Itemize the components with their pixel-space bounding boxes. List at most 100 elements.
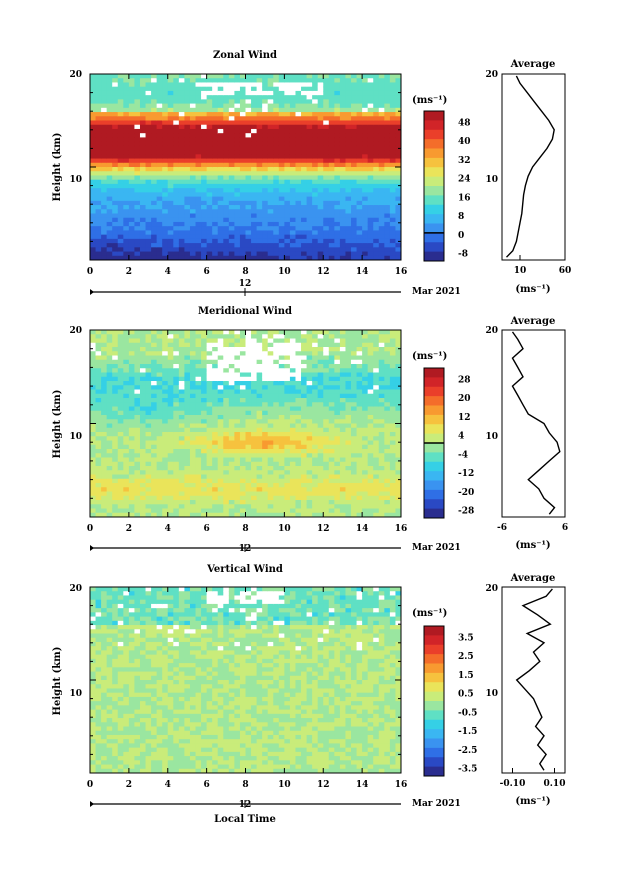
heatmap-cell: [362, 410, 369, 416]
heatmap-cell: [112, 154, 119, 160]
heatmap-cell: [128, 175, 136, 181]
heatmap-cell: [262, 432, 269, 437]
heatmap-cell: [184, 179, 191, 185]
heatmap-cell: [206, 183, 213, 189]
heatmap-cell: [173, 436, 180, 442]
heatmap-cell: [339, 457, 347, 463]
heatmap-cell: [334, 221, 341, 227]
heatmap-cell: [389, 359, 397, 365]
heatmap-cell: [123, 444, 130, 450]
heatmap-cell: [339, 162, 347, 168]
heatmap-cell: [284, 90, 291, 96]
heatmap-cell: [262, 474, 269, 480]
heatmap-cell: [178, 436, 186, 442]
heatmap-cell: [367, 385, 374, 391]
heatmap-cell: [262, 112, 269, 117]
heatmap-cell: [273, 217, 280, 223]
heatmap-cell: [267, 461, 274, 467]
heatmap-cell: [317, 192, 324, 198]
heatmap-cell: [217, 440, 224, 446]
heatmap-cell: [301, 200, 308, 206]
heatmap-cell: [373, 86, 380, 92]
heatmap-cell: [139, 217, 147, 223]
heatmap-cell: [328, 230, 335, 236]
heatmap-cell: [139, 183, 147, 189]
heatmap-cell: [134, 368, 141, 374]
heatmap-cell: [267, 487, 274, 493]
heatmap-cell: [139, 402, 147, 408]
heatmap-cell: [106, 381, 113, 386]
heatmap-cell: [262, 500, 269, 505]
heatmap-cell: [101, 192, 108, 198]
heatmap-cell: [151, 179, 158, 185]
heatmap-cell: [273, 247, 280, 253]
heatmap-cell: [112, 230, 119, 236]
heatmap-cell: [356, 200, 363, 206]
heatmap-cell: [295, 230, 302, 236]
heatmap-cell: [345, 406, 352, 412]
heatmap-cell: [339, 449, 347, 454]
heatmap-cell: [217, 364, 224, 369]
heatmap-cell: [156, 95, 163, 100]
heatmap-cell: [173, 213, 180, 219]
heatmap-cell: [101, 141, 108, 147]
heatmap-cell: [378, 188, 385, 193]
heatmap-cell: [173, 95, 180, 100]
heatmap-cell: [162, 192, 169, 198]
heatmap-cell: [228, 158, 235, 164]
heatmap-cell: [373, 453, 380, 459]
heatmap-cell: [101, 217, 108, 223]
heatmap-cell: [389, 495, 397, 501]
heatmap-cell: [156, 183, 163, 189]
heatmap-cell: [156, 116, 163, 122]
heatmap-cell: [301, 432, 308, 437]
heatmap-cell: [289, 474, 297, 480]
heatmap-cell: [306, 255, 313, 260]
heatmap-cell: [206, 466, 213, 471]
heatmap-cell: [145, 478, 152, 484]
heatmap-cell: [90, 381, 97, 386]
heatmap-cell: [373, 427, 380, 433]
heatmap-cell: [384, 491, 391, 497]
heatmap-cell: [156, 487, 163, 493]
heatmap-cell: [184, 338, 191, 344]
heatmap-cell: [334, 364, 341, 369]
heatmap-cell: [173, 359, 180, 365]
heatmap-cell: [278, 128, 285, 134]
heatmap-cell: [267, 453, 274, 459]
heatmap-cell: [251, 500, 258, 505]
heatmap-cell: [167, 338, 174, 344]
heatmap-cell: [256, 251, 263, 257]
heatmap-cell: [151, 200, 158, 206]
heatmap-cell: [251, 230, 258, 236]
heatmap-cell: [384, 449, 391, 454]
heatmap-cell: [289, 103, 297, 109]
heatmap-cell: [112, 410, 119, 416]
heatmap-cell: [317, 487, 324, 493]
heatmap-cell: [101, 175, 108, 181]
heatmap-cell: [212, 179, 219, 185]
heatmap-cell: [223, 453, 230, 459]
heatmap-cell: [128, 512, 136, 517]
heatmap-cell: [228, 385, 235, 391]
heatmap-cell: [106, 226, 113, 232]
heatmap-cell: [95, 432, 102, 437]
heatmap-cell: [145, 504, 152, 510]
heatmap-cell: [128, 167, 136, 172]
heatmap-cell: [384, 95, 391, 100]
heatmap-cell: [234, 188, 241, 193]
heatmap-cell: [234, 162, 241, 168]
heatmap-cell: [101, 347, 108, 352]
heatmap-cell: [167, 171, 174, 177]
heatmap-cell: [128, 406, 136, 412]
heatmap-cell: [228, 402, 235, 408]
heatmap-cell: [162, 234, 169, 240]
heatmap-cell: [217, 423, 224, 429]
heatmap-cell: [262, 487, 269, 493]
heatmap-cell: [356, 372, 363, 378]
heatmap-cell: [312, 495, 319, 501]
heatmap-cell: [112, 188, 119, 193]
heatmap-cell: [267, 221, 274, 227]
heatmap-cell: [173, 402, 180, 408]
heatmap-cell: [356, 179, 363, 185]
